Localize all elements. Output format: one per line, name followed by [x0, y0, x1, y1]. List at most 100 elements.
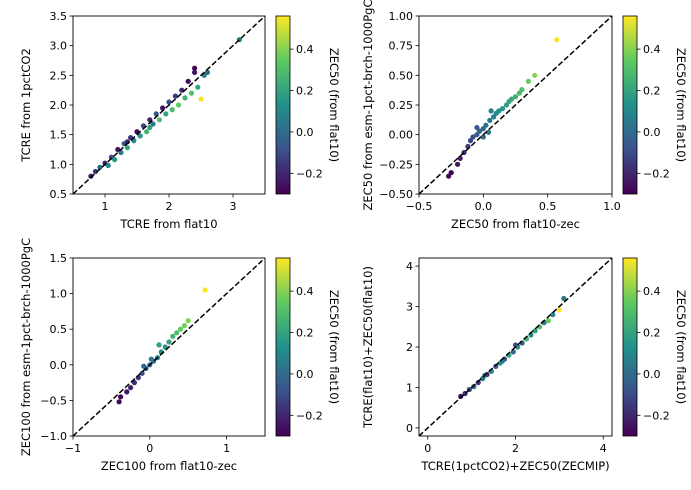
- y-tick-label: 0: [406, 422, 413, 435]
- scatter-point: [147, 124, 153, 131]
- y-tick-label: 1.00: [389, 10, 414, 23]
- x-tick-label: 3: [230, 200, 237, 213]
- colorbar-tick-label: 0.0: [296, 368, 314, 381]
- x-tick-label: 4: [600, 442, 607, 455]
- axes-frame: [72, 257, 266, 437]
- colorbar-tick-label: 0.2: [643, 327, 661, 340]
- scatter-point: [509, 96, 515, 102]
- y-tick-label: −1.0: [40, 430, 67, 443]
- x-tick-label: 2: [166, 200, 173, 213]
- y-tick-label: −0.5: [40, 394, 67, 407]
- scatter-point: [88, 173, 94, 179]
- scatter-point: [139, 370, 145, 376]
- y-tick-label: 2.5: [50, 69, 68, 82]
- scatter-point: [182, 95, 188, 101]
- scatter-panel-4: 0 2 4 0 1 2 3 4 TCRE(1pctCO2)+ZEC50(ZECMIP) TCRE(…: [361, 257, 688, 473]
- scatter-point: [532, 328, 538, 334]
- scatter-point: [493, 363, 499, 369]
- colorbar-tick-label: −0.2: [643, 167, 670, 180]
- y-axis-label: ZEC100 from esm-1pct-brch-1000PgC: [19, 238, 33, 456]
- scatter-point: [112, 157, 118, 163]
- y-tick-label: 0.50: [389, 69, 414, 82]
- scatter-point: [532, 72, 538, 78]
- scatter-point: [156, 342, 162, 348]
- scatter-point: [185, 318, 191, 324]
- x-tick-label: 1: [102, 200, 109, 213]
- scatter-point: [510, 349, 516, 355]
- scatter-panel-3: −1 0 1 −1.0 −0.5 0.0 0.5 1.0 1.5 ZEC100 from flat…: [19, 238, 341, 473]
- reference-line: [73, 258, 265, 436]
- colorbar-tick-label: 0.0: [296, 126, 314, 139]
- scatter-point: [188, 90, 194, 96]
- scatter-point: [487, 117, 493, 123]
- scatter-point: [192, 65, 198, 71]
- y-tick-label: 3: [406, 301, 413, 314]
- scatter-point: [500, 106, 506, 112]
- scatter-point: [148, 356, 154, 362]
- x-tick-label: 1.0: [603, 200, 621, 213]
- scatter-point: [105, 162, 111, 169]
- x-tick-label: 1: [223, 442, 230, 455]
- scatter-point: [204, 69, 210, 75]
- x-axis-label: TCRE(1pctCO2)+ZEC50(ZECMIP): [420, 459, 609, 473]
- x-tick-label: 0: [424, 442, 431, 455]
- scatter-point: [561, 295, 567, 302]
- scatter-point: [198, 96, 204, 102]
- scatter-point: [156, 117, 162, 123]
- scatter-point: [144, 129, 150, 135]
- scatter-points: [458, 295, 567, 399]
- scatter-point: [170, 333, 176, 339]
- colorbar-label: ZEC50 (from flat10): [674, 48, 688, 162]
- y-tick-label: −0.25: [379, 158, 413, 171]
- scatter-point: [491, 114, 497, 120]
- colorbar-tick-label: −0.2: [643, 409, 670, 422]
- x-tick-label: 0.5: [539, 200, 557, 213]
- colorbar: −0.2 0.0 0.2 0.4 ZEC50 (from flat10): [275, 15, 341, 195]
- scatter-point: [97, 164, 103, 170]
- y-tick-label: 1.0: [50, 158, 68, 171]
- scatter-point: [512, 342, 519, 348]
- y-tick-label: 0.5: [50, 323, 68, 336]
- colorbar-tick-label: 0.4: [643, 43, 661, 56]
- x-tick-label: 2: [512, 442, 519, 455]
- scatter-panel-2: −0.5 0.0 0.5 1.0 −0.50 −0.25 0.00 0.25 0.50 0.75 1…: [361, 0, 688, 231]
- scatter-point: [177, 326, 184, 332]
- colorbar-tick-label: −0.2: [296, 409, 323, 422]
- colorbar-tick-label: 0.2: [296, 85, 314, 98]
- scatter-point: [503, 102, 510, 108]
- y-tick-label: 0.0: [50, 359, 68, 372]
- y-tick-label: 2: [406, 341, 413, 354]
- colorbar-tick-label: 0.4: [296, 43, 314, 56]
- scatter-point: [446, 173, 452, 179]
- scatter-point: [480, 134, 486, 140]
- scatter-point: [458, 393, 464, 399]
- scatter-point: [457, 155, 463, 161]
- scatter-point: [195, 84, 201, 90]
- y-tick-label: 4: [406, 260, 413, 273]
- scatter-point: [141, 363, 147, 369]
- scatter-point: [545, 318, 552, 324]
- y-tick-label: 1.5: [50, 129, 68, 142]
- scatter-point: [519, 87, 525, 93]
- scatter-point: [172, 93, 178, 99]
- scatter-points: [446, 37, 560, 179]
- colorbar-tick-label: 0.0: [643, 368, 661, 381]
- x-tick-label: −1: [65, 442, 81, 455]
- scatter-point: [150, 121, 156, 127]
- y-tick-label: 3.5: [50, 10, 68, 23]
- y-tick-label: 0.00: [389, 129, 414, 142]
- colorbar-tick-label: 0.4: [643, 285, 661, 298]
- colorbar-tick-label: 0.2: [643, 85, 661, 98]
- scatter-point: [202, 287, 208, 293]
- scatter-point: [488, 108, 494, 114]
- colorbar-tick-label: 0.4: [296, 285, 314, 298]
- scatter-point: [124, 389, 130, 395]
- y-tick-label: 1.5: [50, 252, 68, 265]
- x-tick-label: 0: [146, 442, 153, 455]
- scatter-point: [128, 385, 134, 391]
- colorbar: −0.2 0.0 0.2 0.4 ZEC50 (from flat10): [622, 257, 688, 437]
- scatter-point: [470, 134, 476, 140]
- reference-line: [73, 16, 265, 194]
- colorbar-gradient: [622, 15, 638, 195]
- y-tick-label: 0.5: [50, 188, 68, 201]
